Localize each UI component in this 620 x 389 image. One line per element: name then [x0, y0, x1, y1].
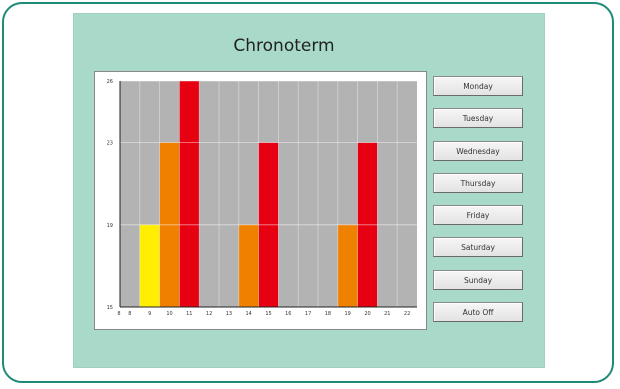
x-tick-label: 17 [305, 311, 311, 317]
bar-16 [278, 81, 299, 307]
temperature-schedule-chart: 15 19 23 26 8 9 10 11 12 13 14 15 16 17 18 19 20 21 22 8 [107, 79, 417, 317]
x-tick-label: 9 [148, 311, 151, 317]
x-tick-label: 16 [285, 311, 291, 317]
chart-panel: 15 19 23 26 8 9 10 11 12 13 14 15 16 17 18 19 20 21 22 8 [94, 71, 427, 330]
x-tick-label-origin: 8 [117, 311, 120, 317]
auto-off-button[interactable]: Auto Off [433, 302, 523, 323]
bar-19 [337, 224, 358, 307]
chronoterm-window: Chronoterm 15 19 23 26 8 9 10 11 12 13 14 15 16 17 18 1… [74, 14, 544, 367]
x-tick-label: 11 [186, 311, 192, 317]
x-tick-label: 21 [384, 311, 390, 317]
bar-9 [139, 224, 160, 307]
y-tick-label: 19 [107, 223, 113, 229]
saturday-button[interactable]: Saturday [433, 237, 523, 258]
wednesday-button[interactable]: Wednesday [433, 140, 523, 161]
x-tick-label: 13 [226, 311, 232, 317]
monday-button[interactable]: Monday [433, 76, 523, 96]
bar-21 [377, 81, 398, 307]
x-tick-label: 18 [325, 311, 331, 317]
x-tick-label: 20 [364, 311, 370, 317]
window-title: Chronoterm [233, 36, 335, 56]
x-tick-label: 19 [345, 311, 351, 317]
thursday-button[interactable]: Thursday [433, 172, 523, 193]
x-tick-label: 15 [265, 311, 271, 317]
bar-11 [179, 81, 200, 307]
x-tick-label: 10 [166, 311, 172, 317]
y-tick-label: 15 [107, 305, 113, 311]
tuesday-button[interactable]: Tuesday [433, 108, 523, 129]
day-button-column: Monday Tuesday Wednesday Thursday Friday… [433, 76, 525, 334]
x-tick-label: 8 [128, 311, 131, 317]
friday-button[interactable]: Friday [433, 205, 523, 226]
x-tick-label: 14 [246, 311, 252, 317]
sunday-button[interactable]: Sunday [433, 269, 523, 290]
x-tick-label: 22 [404, 311, 410, 317]
x-tick-label: 12 [206, 311, 212, 317]
y-tick-label: 23 [107, 141, 113, 147]
bar-14 [238, 224, 259, 307]
y-tick-label: 26 [107, 79, 113, 85]
